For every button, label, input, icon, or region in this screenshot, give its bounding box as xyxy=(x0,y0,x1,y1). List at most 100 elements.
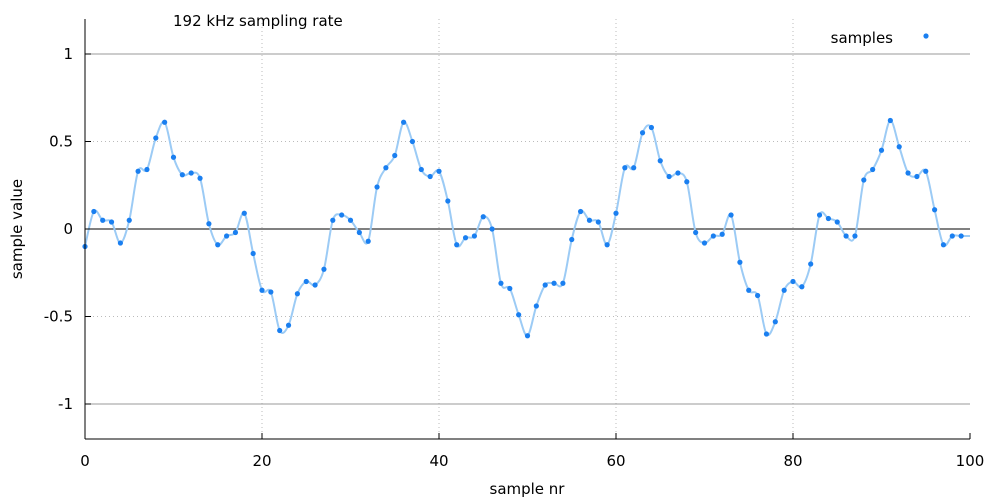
y-tick-label: 1 xyxy=(63,45,73,63)
data-point xyxy=(383,165,389,171)
data-point xyxy=(241,210,247,216)
data-point xyxy=(604,242,610,248)
legend-marker-samples xyxy=(923,33,929,39)
data-point xyxy=(905,170,911,176)
data-point xyxy=(427,173,433,180)
data-point xyxy=(825,215,832,222)
y-tick-label: 0.5 xyxy=(49,133,73,151)
legend-label-samples: samples xyxy=(831,29,894,47)
data-point xyxy=(896,144,902,150)
data-point xyxy=(586,217,593,223)
data-point xyxy=(224,233,230,239)
data-point xyxy=(728,212,734,218)
data-point xyxy=(197,175,203,181)
x-axis-title: sample nr xyxy=(490,480,566,498)
data-point xyxy=(179,172,185,178)
data-point xyxy=(914,173,920,180)
data-point xyxy=(144,166,150,173)
data-point xyxy=(303,278,309,285)
data-point xyxy=(701,240,708,246)
data-point xyxy=(321,266,327,272)
data-point xyxy=(489,226,495,232)
data-point xyxy=(693,229,699,236)
data-point xyxy=(631,165,637,171)
data-point xyxy=(524,333,531,339)
data-point xyxy=(100,217,106,223)
data-point xyxy=(719,231,725,237)
y-tick-label: -1 xyxy=(58,395,73,413)
data-point xyxy=(834,219,840,225)
data-point xyxy=(808,261,814,267)
data-point xyxy=(330,217,336,223)
data-point xyxy=(578,208,584,215)
data-point xyxy=(639,130,646,136)
data-point xyxy=(861,177,867,183)
data-point xyxy=(409,138,416,145)
data-point xyxy=(746,287,752,293)
data-point xyxy=(108,219,115,225)
x-tick-label: 80 xyxy=(783,452,802,470)
data-point xyxy=(852,233,858,239)
data-point xyxy=(799,284,805,290)
data-point xyxy=(232,229,239,236)
data-point xyxy=(91,208,97,215)
data-point xyxy=(666,173,672,180)
data-point xyxy=(285,322,292,328)
data-point xyxy=(958,233,964,239)
data-point xyxy=(436,168,442,174)
data-point xyxy=(117,240,123,246)
data-point xyxy=(454,242,460,248)
data-point xyxy=(312,282,318,288)
data-point xyxy=(392,152,398,159)
data-point xyxy=(250,250,256,257)
data-point xyxy=(816,212,823,218)
data-point xyxy=(126,217,132,223)
data-point xyxy=(356,229,362,236)
x-tick-label: 40 xyxy=(429,452,448,470)
chart-title: 192 kHz sampling rate xyxy=(173,12,343,30)
y-axis-title: sample value xyxy=(8,179,26,279)
data-point xyxy=(710,233,716,239)
sample-points xyxy=(82,117,964,339)
x-tick-label: 0 xyxy=(80,452,90,470)
data-point xyxy=(542,282,548,288)
axes xyxy=(84,19,971,440)
data-point xyxy=(755,292,761,299)
data-point xyxy=(418,166,424,173)
data-point xyxy=(480,214,486,220)
data-point xyxy=(781,287,787,293)
data-point xyxy=(507,285,513,292)
data-point xyxy=(347,217,354,223)
data-point xyxy=(294,291,300,297)
data-point xyxy=(763,331,770,337)
x-tick-label: 100 xyxy=(956,452,985,470)
x-tick-label: 20 xyxy=(252,452,271,470)
data-point xyxy=(259,287,265,293)
data-point xyxy=(339,212,345,218)
data-point xyxy=(887,117,893,124)
data-point xyxy=(657,158,663,164)
interpolated-curve xyxy=(84,119,970,337)
data-point xyxy=(374,184,380,190)
data-point xyxy=(737,259,743,265)
data-point xyxy=(445,198,451,204)
data-point xyxy=(870,166,876,173)
data-point xyxy=(365,238,371,244)
data-point xyxy=(277,327,283,334)
data-point xyxy=(613,210,619,216)
y-tick-labels: -1 -0.5 0 0.5 1 xyxy=(44,45,73,413)
data-point xyxy=(923,168,929,174)
data-point xyxy=(498,280,504,286)
data-point xyxy=(772,319,778,325)
reference-lines xyxy=(85,53,970,405)
data-point xyxy=(595,219,601,225)
y-tick-label: 0 xyxy=(63,220,73,238)
data-point xyxy=(516,312,522,318)
data-point xyxy=(268,289,274,295)
data-point xyxy=(471,233,477,239)
data-point xyxy=(551,280,557,286)
data-point xyxy=(188,170,194,176)
y-tick-label: -0.5 xyxy=(44,308,73,326)
data-point xyxy=(170,154,177,160)
